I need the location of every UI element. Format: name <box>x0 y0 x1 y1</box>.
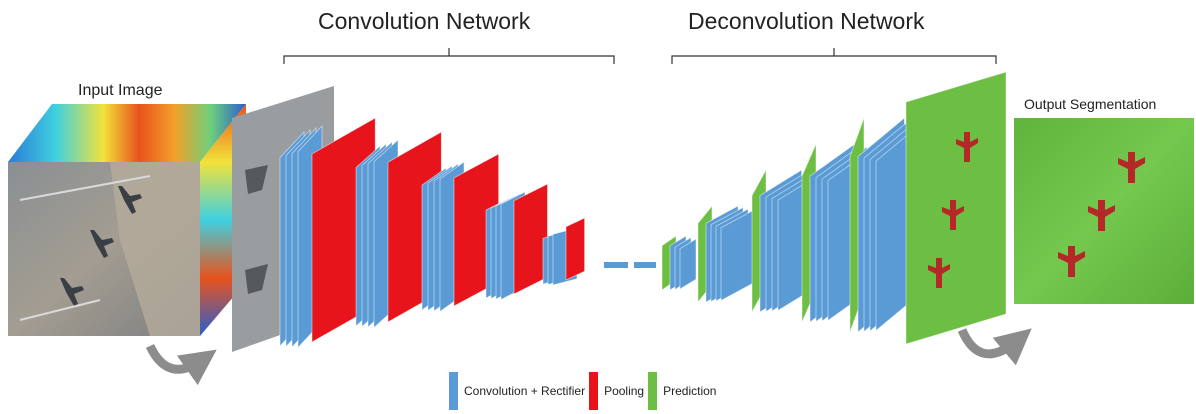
legend-label-conv: Convolution + Rectifier <box>464 384 586 398</box>
conv-network-bracket <box>283 48 615 64</box>
prediction-aircraft-marks <box>928 132 978 288</box>
deconvolution-network-title: Deconvolution Network <box>688 8 925 34</box>
legend-item-pred: Prediction <box>648 372 716 410</box>
pool-layer-3 <box>513 183 548 295</box>
legend-item-conv: Convolution + Rectifier <box>449 372 585 410</box>
aerial-aircraft-group <box>60 186 142 306</box>
output-segmentation-image <box>1014 118 1194 304</box>
legend-label-pool: Pooling <box>604 384 645 398</box>
legend-swatch-pool <box>589 372 599 410</box>
deconv-layer-0-2 <box>679 238 697 290</box>
input-curved-arrow <box>145 343 217 386</box>
input-image-label: Input Image <box>78 82 163 99</box>
network-connector <box>604 262 656 268</box>
deconv-network-bracket <box>671 48 997 64</box>
legend-swatch-conv <box>449 372 458 410</box>
output-curved-arrow <box>957 328 1032 366</box>
input-cube-top-face <box>8 104 246 162</box>
input-image-cube <box>8 104 246 336</box>
legend-item-pool: Pooling <box>589 372 644 410</box>
legend: Convolution + Rectifier Pooling Predicti… <box>449 372 720 410</box>
legend-swatch-pred <box>648 372 658 410</box>
network-layers <box>279 71 1007 349</box>
pool-layer-4 <box>565 217 585 281</box>
legend-label-pred: Prediction <box>663 384 717 398</box>
convolution-network-title: Convolution Network <box>318 8 531 34</box>
output-segmentation-label: Output Segmentation <box>1024 96 1157 112</box>
